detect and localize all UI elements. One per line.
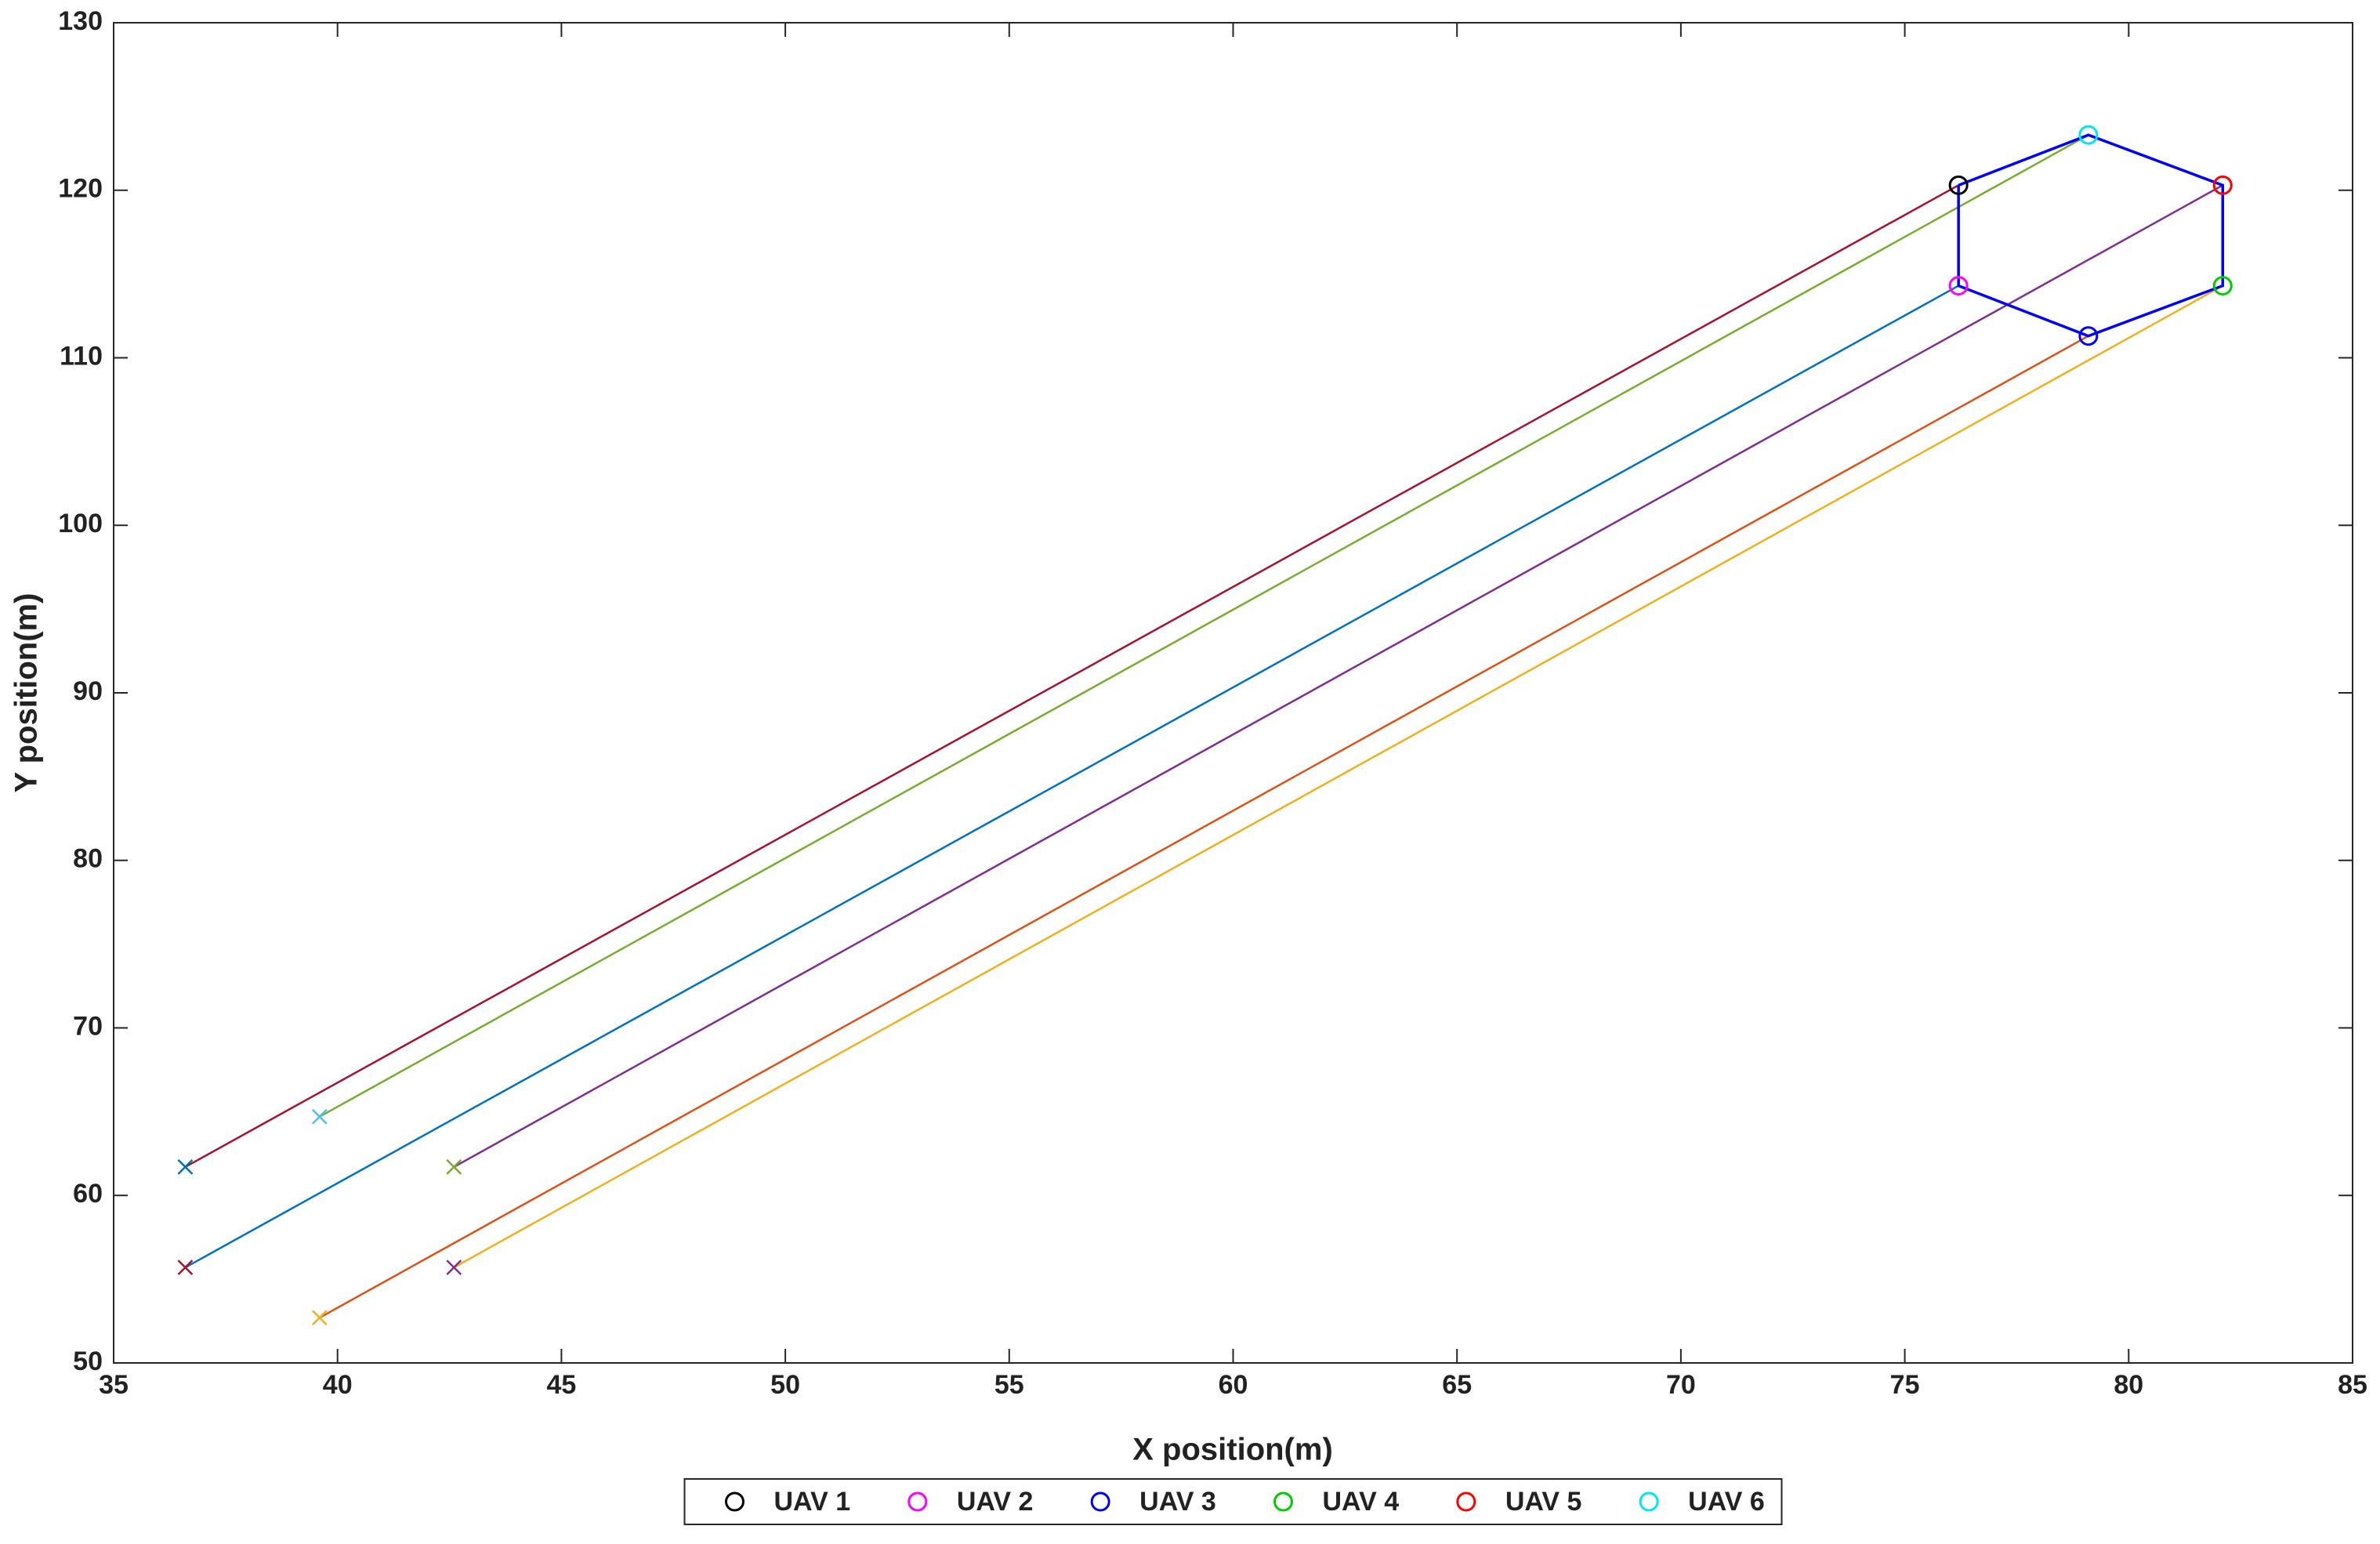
- start-marker: [446, 1159, 462, 1175]
- y-tick-label: 120: [58, 174, 103, 204]
- x-tick-label: 65: [1442, 1370, 1472, 1400]
- start-marker: [311, 1310, 328, 1326]
- y-tick-label: 80: [73, 844, 103, 874]
- y-tick-label: 60: [73, 1179, 103, 1209]
- legend-label: UAV 2: [957, 1487, 1034, 1517]
- legend-box: [683, 1478, 1783, 1525]
- trajectory-line: [319, 335, 2089, 1319]
- trajectory-line: [319, 134, 2089, 1118]
- x-tick-label: 35: [99, 1370, 129, 1400]
- legend-label: UAV 4: [1323, 1487, 1400, 1517]
- uav-marker: [1948, 175, 1969, 195]
- y-tick-label: 70: [73, 1011, 103, 1041]
- x-tick-label: 80: [2114, 1370, 2143, 1400]
- x-tick-label: 45: [546, 1370, 576, 1400]
- uav-marker: [2078, 125, 2099, 145]
- y-tick-label: 110: [60, 341, 103, 371]
- formation-line: [1957, 133, 2225, 338]
- start-marker: [177, 1259, 194, 1276]
- x-tick-label: 60: [1219, 1370, 1248, 1400]
- uav-marker: [1948, 276, 1969, 296]
- x-tick-label: 50: [770, 1370, 800, 1400]
- x-tick-label: 85: [2338, 1370, 2367, 1400]
- start-marker: [177, 1159, 194, 1175]
- y-tick-label: 130: [58, 6, 103, 36]
- trajectory-line: [184, 285, 1959, 1269]
- trajectory-line: [453, 285, 2223, 1269]
- legend-label: UAV 6: [1688, 1487, 1765, 1517]
- y-tick-label: 50: [73, 1346, 103, 1376]
- uav-marker: [2212, 276, 2233, 296]
- legend-marker: [907, 1491, 928, 1512]
- x-tick-label: 40: [323, 1370, 353, 1400]
- uav-marker: [2212, 175, 2233, 195]
- x-tick-label: 75: [1890, 1370, 1920, 1400]
- trajectory-line: [453, 184, 2223, 1169]
- start-marker: [446, 1259, 462, 1276]
- legend-label: UAV 3: [1139, 1487, 1216, 1517]
- legend-marker: [1639, 1491, 1659, 1512]
- x-axis-label: X position(m): [1132, 1433, 1333, 1467]
- x-tick-label: 70: [1666, 1370, 1696, 1400]
- legend-marker: [725, 1491, 744, 1512]
- y-axis-label: Y position(m): [9, 593, 44, 793]
- legend-label: UAV 1: [774, 1487, 851, 1517]
- legend-marker: [1456, 1491, 1476, 1512]
- legend-label: UAV 5: [1505, 1487, 1582, 1517]
- legend-marker: [1090, 1491, 1110, 1512]
- trajectory-line: [184, 184, 1959, 1169]
- y-tick-label: 90: [73, 676, 103, 706]
- x-tick-label: 55: [994, 1370, 1024, 1400]
- y-tick-label: 100: [58, 509, 103, 538]
- uav-marker: [2078, 326, 2099, 346]
- legend-marker: [1273, 1491, 1293, 1512]
- start-marker: [311, 1108, 328, 1125]
